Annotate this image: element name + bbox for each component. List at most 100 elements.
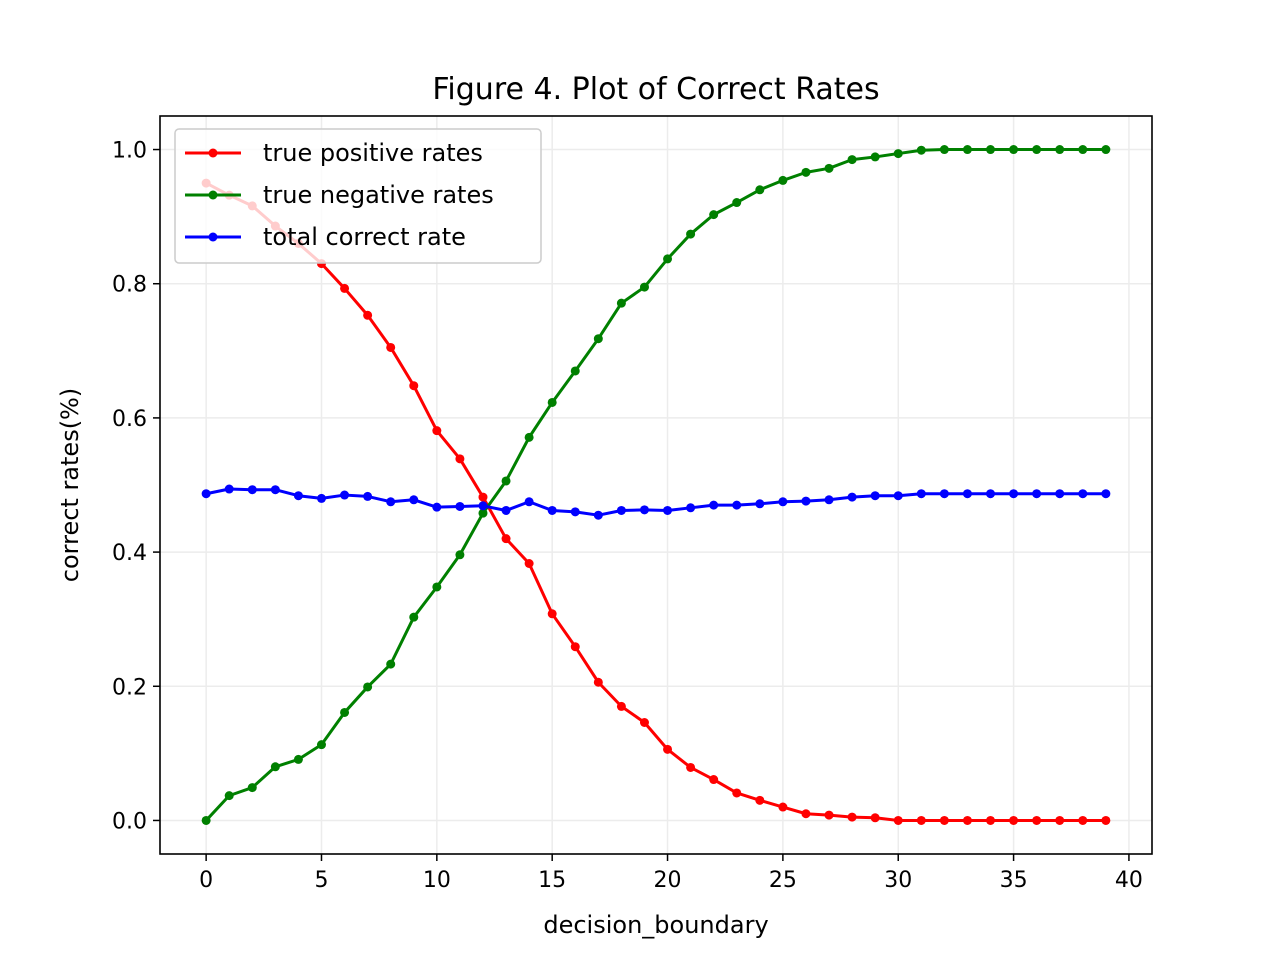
series-line-true-positive-rates — [205, 181, 1106, 822]
data-point-total-correct-rate — [778, 497, 788, 507]
data-point-true-negative-rates — [986, 145, 996, 155]
data-point-total-correct-rate — [270, 485, 280, 495]
data-point-true-positive-rates — [893, 815, 903, 825]
x-tick-label: 5 — [314, 868, 328, 893]
data-point-true-positive-rates — [593, 677, 603, 687]
series-true-positive-rates — [201, 178, 1111, 825]
y-tick-label: 0.6 — [112, 407, 147, 432]
x-tick-label: 0 — [199, 868, 213, 893]
legend-box — [174, 128, 542, 264]
data-point-total-correct-rate — [455, 501, 465, 511]
data-point-true-negative-rates — [1078, 145, 1088, 155]
x-tick-label: 40 — [1115, 868, 1143, 893]
y-tick-label: 0.4 — [112, 541, 147, 566]
data-point-true-positive-rates — [1009, 815, 1019, 825]
data-point-true-negative-rates — [801, 167, 811, 177]
data-point-true-positive-rates — [363, 310, 373, 320]
data-point-true-positive-rates — [547, 609, 557, 619]
data-point-true-positive-rates — [755, 795, 765, 805]
data-point-true-positive-rates — [870, 813, 880, 823]
legend-marker-swatch — [208, 148, 218, 158]
data-point-total-correct-rate — [962, 489, 972, 499]
data-point-total-correct-rate — [247, 485, 257, 495]
data-point-true-positive-rates — [570, 642, 580, 652]
data-point-true-negative-rates — [1032, 145, 1042, 155]
data-point-total-correct-rate — [386, 497, 396, 507]
data-point-total-correct-rate — [1078, 489, 1088, 499]
data-point-total-correct-rate — [824, 495, 834, 505]
data-point-true-positive-rates — [386, 342, 396, 352]
data-point-true-negative-rates — [939, 145, 949, 155]
x-tick-label: 35 — [1000, 868, 1028, 893]
data-point-true-positive-rates — [616, 701, 626, 711]
x-tick-label: 15 — [538, 868, 566, 893]
data-point-true-positive-rates — [986, 815, 996, 825]
data-point-true-positive-rates — [478, 492, 488, 502]
data-point-true-positive-rates — [340, 283, 350, 293]
data-point-true-negative-rates — [916, 145, 926, 155]
data-point-true-negative-rates — [709, 210, 719, 220]
data-point-true-positive-rates — [432, 426, 442, 436]
legend-label: total correct rate — [263, 223, 466, 251]
y-tick-label: 0.0 — [112, 809, 147, 834]
y-tick-label: 0.8 — [112, 273, 147, 298]
data-point-true-negative-rates — [824, 163, 834, 173]
y-axis-label: correct rates(%) — [56, 388, 84, 582]
series-line-true-negative-rates — [205, 148, 1106, 822]
legend-marker-swatch — [208, 190, 218, 200]
data-point-total-correct-rate — [501, 505, 511, 515]
data-point-true-negative-rates — [524, 432, 534, 442]
legend-item: total correct rate — [185, 223, 466, 251]
data-point-true-positive-rates — [732, 788, 742, 798]
plot-area-frame — [159, 115, 1153, 855]
data-point-true-negative-rates — [316, 740, 326, 750]
legend-marker-swatch — [208, 232, 218, 242]
data-point-total-correct-rate — [201, 489, 211, 499]
x-tick-label: 30 — [884, 868, 912, 893]
legend-label: true positive rates — [263, 139, 483, 167]
data-point-true-positive-rates — [1055, 815, 1065, 825]
data-point-true-positive-rates — [524, 559, 534, 568]
data-point-true-positive-rates — [663, 744, 673, 754]
data-point-true-negative-rates — [755, 185, 765, 195]
data-point-true-negative-rates — [386, 659, 396, 669]
y-tick-label: 1.0 — [112, 139, 147, 164]
data-point-true-negative-rates — [501, 476, 511, 486]
x-axis-label: decision_boundary — [543, 911, 768, 939]
data-point-true-positive-rates — [778, 802, 788, 812]
data-point-true-negative-rates — [270, 762, 280, 772]
data-point-total-correct-rate — [801, 496, 811, 506]
axis-ticks: 0 5 10 15 20 25 30 35 40 0.0 0.2 0.4 0.6 0.8 1.0 — [112, 139, 1143, 893]
data-point-total-correct-rate — [616, 505, 626, 515]
data-point-total-correct-rate — [709, 500, 719, 510]
legend-label: true negative rates — [263, 181, 494, 209]
data-point-true-negative-rates — [201, 815, 211, 825]
data-point-true-positive-rates — [962, 815, 972, 825]
data-point-total-correct-rate — [478, 501, 488, 511]
data-point-true-negative-rates — [778, 175, 788, 185]
data-point-true-negative-rates — [1055, 145, 1065, 155]
data-point-true-positive-rates — [1078, 815, 1088, 825]
x-tick-label: 25 — [769, 868, 797, 893]
data-point-true-positive-rates — [1101, 815, 1111, 825]
data-point-true-positive-rates — [847, 812, 857, 822]
chart-title: Figure 4. Plot of Correct Rates — [432, 72, 879, 107]
legend-item: true positive rates — [185, 139, 483, 167]
legend-item: true negative rates — [185, 181, 494, 209]
data-point-total-correct-rate — [847, 492, 857, 502]
series-true-negative-rates — [201, 145, 1111, 825]
data-point-total-correct-rate — [1101, 489, 1111, 499]
data-point-true-negative-rates — [732, 198, 742, 208]
data-point-true-negative-rates — [455, 550, 465, 560]
data-point-true-negative-rates — [962, 145, 972, 155]
data-point-true-positive-rates — [709, 775, 719, 785]
data-point-true-positive-rates — [409, 381, 419, 391]
data-point-total-correct-rate — [939, 489, 949, 499]
data-point-total-correct-rate — [1032, 489, 1042, 499]
data-point-true-negative-rates — [224, 791, 234, 801]
x-tick-label: 10 — [423, 868, 451, 893]
data-point-total-correct-rate — [293, 491, 303, 501]
data-point-true-negative-rates — [340, 707, 350, 717]
data-point-true-negative-rates — [293, 754, 303, 764]
